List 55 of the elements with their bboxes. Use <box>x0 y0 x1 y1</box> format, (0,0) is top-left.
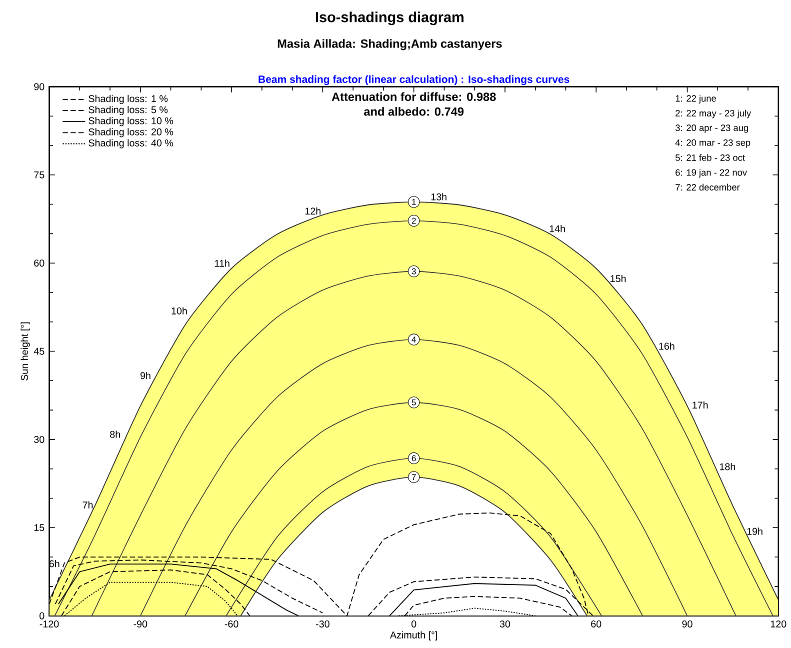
x-tick-label: 0 <box>411 620 416 628</box>
y-tick-label: 30 <box>34 436 44 443</box>
x-tick-label: -60 <box>224 620 238 628</box>
y-axis-title: Sun height [°] <box>20 322 30 380</box>
annotation: 11h <box>215 260 230 267</box>
annotation: 10h <box>172 307 187 314</box>
x-tick-label: -120 <box>40 620 59 628</box>
x-tick-label: 60 <box>591 620 602 628</box>
annotation: 7: 22 december <box>676 184 740 190</box>
annotation: 19h <box>747 527 762 535</box>
annotation: 15h <box>610 274 626 282</box>
series-label: 5 <box>412 399 416 406</box>
y-tick-label: 45 <box>34 348 44 355</box>
y-tick-label: 90 <box>34 83 44 90</box>
annotation: 6: 19 jan - 22 nov <box>676 168 747 178</box>
annotation: 3: 20 apr - 23 aug <box>675 124 748 133</box>
legend-label: Shading loss: 40 % <box>88 139 174 148</box>
series-label: 2 <box>412 218 416 224</box>
x-tick-label: -90 <box>134 620 148 628</box>
legend-label: Shading loss: 10 % <box>88 116 174 126</box>
annotation: 12h <box>305 207 320 214</box>
chart-title: Iso-shadings diagram <box>316 11 464 25</box>
series-label: 7 <box>412 474 416 480</box>
annotation: 5: 21 feb - 23 oct <box>676 154 745 161</box>
annotation: 14h <box>550 224 565 232</box>
annotation: 4: 20 mar - 23 sep <box>675 139 750 148</box>
series-label: 3 <box>412 268 416 274</box>
text: Beam shading factor (linear calculation) : Iso-shadings curves <box>258 75 570 85</box>
x-tick-label: 120 <box>770 620 786 628</box>
annotation: 16h <box>659 342 674 350</box>
annotation: Attenuation for diffuse: 0.988 <box>332 92 496 101</box>
chart-subtitle: Masia Aillada: Shading;Amb castanyers <box>278 38 502 50</box>
annotation: and albedo: 0.749 <box>364 106 464 116</box>
x-tick-label: -30 <box>316 620 330 628</box>
y-tick-label: 60 <box>34 259 44 266</box>
series-label: 6 <box>412 455 416 462</box>
y-tick-label: 75 <box>34 171 44 178</box>
x-axis-title: Azimuth [°] <box>390 631 438 640</box>
y-tick-label: 15 <box>34 524 44 531</box>
annotation: 8h <box>110 430 120 438</box>
x-tick-label: 90 <box>682 620 692 628</box>
legend-label: Shading loss: 5 % <box>88 106 168 115</box>
legend-label: Shading loss: 20 % <box>88 128 174 138</box>
annotation: 17h <box>692 401 708 408</box>
series-label: 1 <box>412 198 416 205</box>
legend-label: Shading loss: 1 % <box>88 94 168 104</box>
annotation: 9h <box>140 372 150 379</box>
annotation: 2: 22 may - 23 july <box>676 110 752 118</box>
annotation: 18h <box>720 462 736 470</box>
series-label: 4 <box>412 336 416 342</box>
annotation: 1: 22 june <box>676 94 716 104</box>
x-tick-label: 30 <box>500 620 510 628</box>
y-tick-label: 0 <box>40 612 44 620</box>
annotation: 7h <box>82 501 93 508</box>
annotation: 13h <box>431 192 446 200</box>
